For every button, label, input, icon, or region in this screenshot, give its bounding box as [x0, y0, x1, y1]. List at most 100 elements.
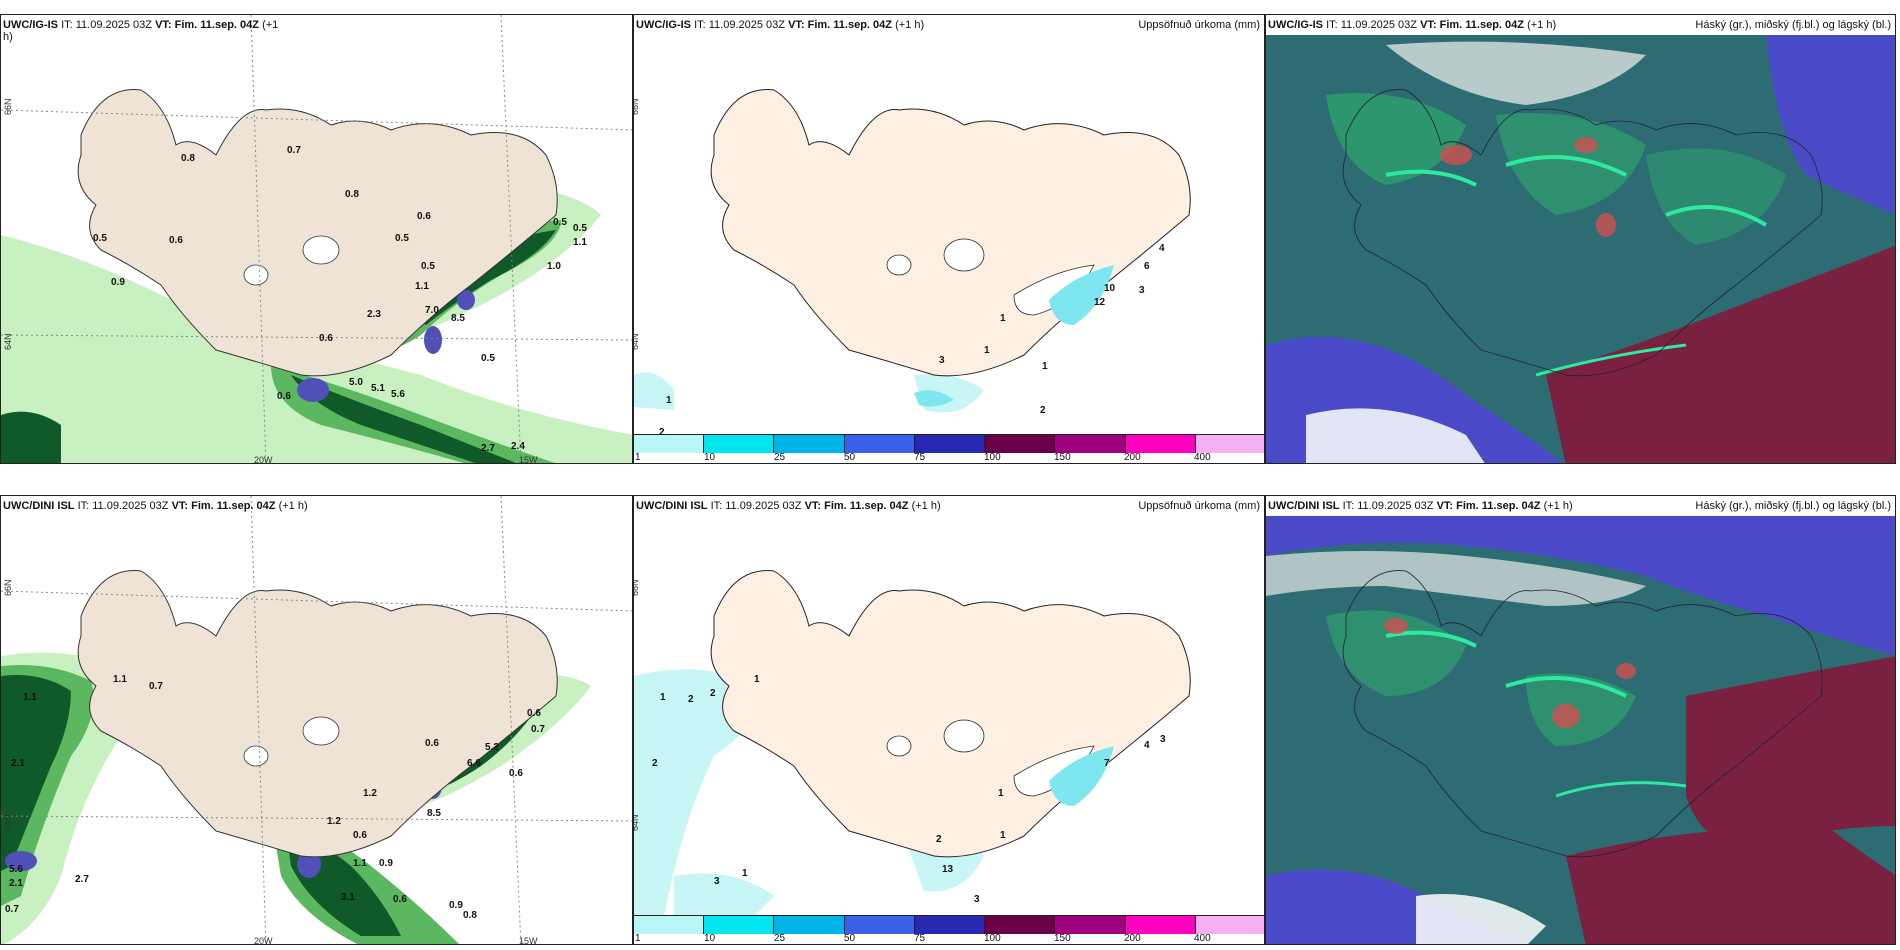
panel-header: UWC/IG-IS IT: 11.09.2025 03Z VT: Fim. 11…: [1268, 19, 1557, 31]
accum-value: 3: [1139, 285, 1145, 296]
accum-value: 6: [1144, 261, 1150, 272]
colorbar-tick: 50: [844, 933, 856, 944]
precip-value: 1.1: [353, 858, 367, 869]
lon-label-20w: 20W: [254, 936, 273, 945]
panel-right-title: Uppsöfnuð úrkoma (mm): [1138, 500, 1260, 512]
precip-value: 1.2: [327, 816, 341, 827]
panel-header: UWC/DINI ISL IT: 11.09.2025 03Z VT: Fim.…: [1268, 500, 1573, 512]
precip-value: 0.5: [93, 233, 107, 244]
cloud-panel-ig-is: UWC/IG-IS IT: 11.09.2025 03Z VT: Fim. 11…: [1265, 14, 1896, 464]
precip-value: 1.0: [547, 261, 561, 272]
lat-label-64: 64N: [3, 814, 13, 831]
colorbar-segment: [774, 916, 845, 934]
precip-wind-panel-dini: UWC/DINI ISL IT: 11.09.2025 03Z VT: Fim.…: [0, 495, 633, 945]
precip-colorbar: [634, 434, 1264, 453]
colorbar-tick: 200: [1124, 933, 1141, 944]
precip-value: 2.1: [9, 878, 23, 889]
accum-precip-panel-ig-is: UWC/IG-IS IT: 11.09.2025 03Z VT: Fim. 11…: [633, 14, 1265, 464]
accum-precip-map: [634, 15, 1264, 463]
accum-value: 1: [754, 674, 760, 685]
precip-value: 0.9: [111, 277, 125, 288]
accum-value: 13: [942, 864, 954, 875]
colorbar-tick: 200: [1124, 452, 1141, 463]
lat-label-64: 64N: [633, 814, 640, 831]
accum-value: 7: [1104, 758, 1110, 769]
precip-value: 2.7: [481, 443, 495, 454]
accum-value: 2: [1040, 405, 1046, 416]
accum-value: 1: [1000, 830, 1006, 841]
precip-wind-map: [1, 496, 632, 944]
precip-value: 0.5: [573, 223, 587, 234]
colorbar-segment: [914, 435, 986, 453]
accum-value: 3: [1160, 734, 1166, 745]
colorbar-segment: [844, 916, 915, 934]
panel-right-title: Háský (gr.), miðský (fj.bl.) og lágský (…: [1695, 500, 1891, 512]
precip-value: 2.1: [11, 758, 25, 769]
colorbar-segment: [1055, 916, 1126, 934]
precip-value: 0.8: [463, 910, 477, 921]
colorbar-segment: [634, 916, 705, 934]
precip-value: 0.5: [481, 353, 495, 364]
colorbar-tick: 100: [984, 933, 1001, 944]
precip-value: 0.7: [149, 681, 163, 692]
panel-right-title: Uppsöfnuð úrkoma (mm): [1138, 19, 1260, 31]
panel-header: UWC/IG-IS IT: 11.09.2025 03Z VT: Fim. 11…: [636, 19, 925, 31]
precip-value: 0.9: [449, 900, 463, 911]
colorbar-segment: [985, 435, 1056, 453]
precip-colorbar: [634, 915, 1264, 934]
accum-value: 4: [1144, 740, 1150, 751]
colorbar-tick: 75: [914, 452, 926, 463]
precip-value: 0.6: [417, 211, 431, 222]
colorbar-tick: 400: [1194, 452, 1211, 463]
colorbar-tick: 1: [635, 452, 641, 463]
colorbar-tick: 150: [1054, 933, 1071, 944]
precip-value: 0.5: [395, 233, 409, 244]
colorbar-tick-labels: 1 10 25 50 75 100 150 200 400: [634, 452, 1264, 463]
accum-value: 3: [714, 876, 720, 887]
colorbar-segment: [634, 435, 705, 453]
precip-value: 0.6: [319, 333, 333, 344]
precip-value: 1.1: [573, 237, 587, 248]
colorbar-segment: [985, 916, 1056, 934]
precip-wind-map: [1, 15, 632, 463]
lat-label-64: 64N: [633, 333, 640, 350]
panel-header: UWC/IG-IS IT: 11.09.2025 03Z VT: Fim. 11…: [3, 19, 279, 43]
lon-label-15w: 15W: [519, 936, 538, 945]
panel-header: UWC/DINI ISL IT: 11.09.2025 03Z VT: Fim.…: [636, 500, 941, 512]
accum-value: 10: [1104, 283, 1116, 294]
precip-value: 1.1: [415, 281, 429, 292]
lat-label-64: 64N: [3, 333, 13, 350]
precip-value: 0.7: [287, 145, 301, 156]
lat-label-66: 66N: [3, 579, 13, 596]
precip-value: 0.6: [353, 830, 367, 841]
precip-value: 0.6: [425, 738, 439, 749]
precip-value: 0.6: [169, 235, 183, 246]
precip-value: 5.1: [371, 383, 385, 394]
precip-wind-panel-ig-is: UWC/IG-IS IT: 11.09.2025 03Z VT: Fim. 11…: [0, 14, 633, 464]
colorbar-tick: 10: [704, 933, 716, 944]
cloud-panel-dini: UWC/DINI ISL IT: 11.09.2025 03Z VT: Fim.…: [1265, 495, 1896, 945]
accum-value: 2: [688, 694, 694, 705]
precip-value: 7.0: [425, 305, 439, 316]
lat-label-66: 66N: [3, 98, 13, 115]
precip-value: 8.5: [427, 808, 441, 819]
accum-value: 1: [1042, 361, 1048, 372]
lon-label-20w: 20W: [254, 455, 273, 464]
precip-value: 5.0: [349, 377, 363, 388]
precip-value: 2.4: [511, 441, 525, 452]
accum-precip-panel-dini: UWC/DINI ISL IT: 11.09.2025 03Z VT: Fim.…: [633, 495, 1265, 945]
colorbar-tick: 75: [914, 933, 926, 944]
colorbar-segment: [1125, 435, 1196, 453]
colorbar-segment: [1195, 916, 1264, 934]
colorbar-tick: 1: [635, 933, 641, 944]
lat-label-66: 66N: [633, 98, 640, 115]
lon-label-15w: 15W: [519, 455, 538, 464]
precip-value: 0.5: [421, 261, 435, 272]
panel-header: UWC/DINI ISL IT: 11.09.2025 03Z VT: Fim.…: [3, 500, 308, 512]
accum-value: 2: [936, 834, 942, 845]
precip-value: 0.5: [553, 217, 567, 228]
accum-value: 1: [984, 345, 990, 356]
precip-value: 0.7: [531, 724, 545, 735]
precip-value: 0.7: [5, 904, 19, 915]
panel-right-title: Háský (gr.), miðský (fj.bl.) og lágský (…: [1695, 19, 1891, 31]
